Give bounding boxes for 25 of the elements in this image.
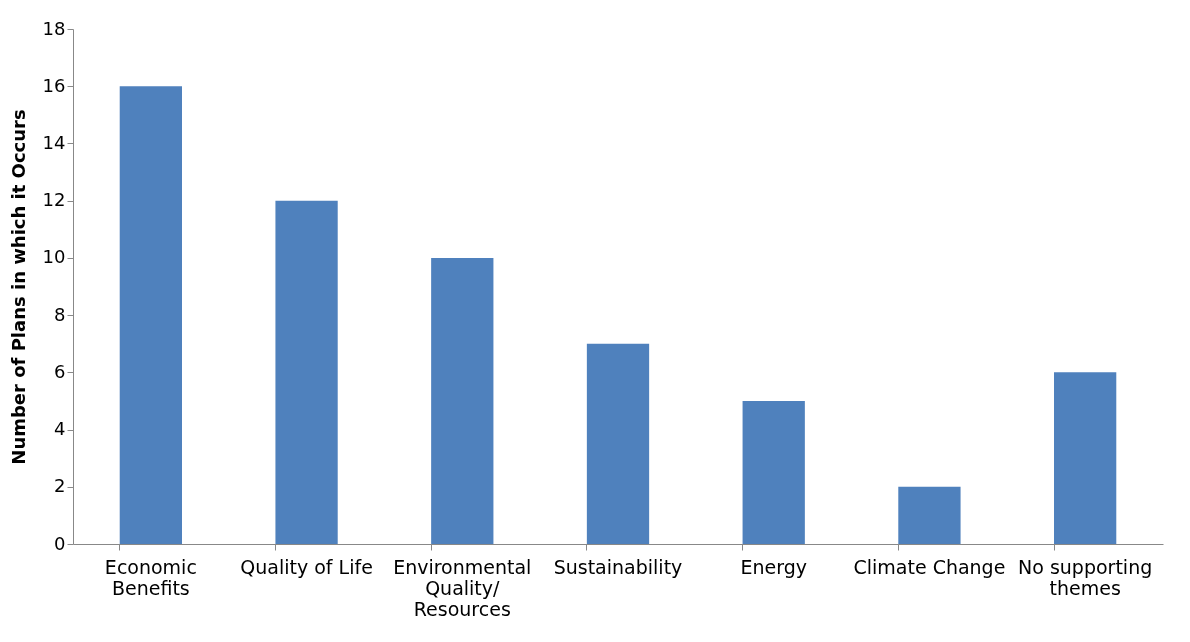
y-tick-label: 10	[42, 246, 66, 268]
y-tick-label: 16	[42, 74, 66, 96]
y-tick-label: 14	[42, 131, 66, 153]
y-tick-label: 12	[42, 189, 66, 211]
x-tick-label: Climate Change	[853, 555, 1006, 578]
x-tick-label: Economic Benefits	[104, 555, 197, 599]
x-tick-label: Environmental Quality/ Resources	[393, 555, 532, 620]
bar	[275, 200, 338, 544]
bar	[431, 257, 494, 544]
x-tick-label: Sustainability	[553, 555, 683, 578]
y-tick-label: 4	[54, 418, 66, 440]
bar	[742, 400, 805, 544]
y-tick-label: 6	[54, 360, 66, 382]
y-tick-label: 8	[54, 303, 66, 325]
y-tick-label: 0	[54, 532, 66, 554]
x-tick-label: Quality of Life	[240, 555, 373, 578]
bar	[119, 86, 182, 544]
bar	[898, 486, 961, 544]
x-tick-label: No supporting themes	[1018, 555, 1153, 599]
bar	[586, 343, 650, 544]
y-tick-label: 2	[54, 475, 66, 497]
x-tick-label: Energy	[740, 555, 807, 578]
bar	[1054, 372, 1117, 544]
y-axis-title: Number of Plans in which it Occurs	[7, 109, 29, 465]
y-tick-label: 18	[42, 17, 66, 39]
